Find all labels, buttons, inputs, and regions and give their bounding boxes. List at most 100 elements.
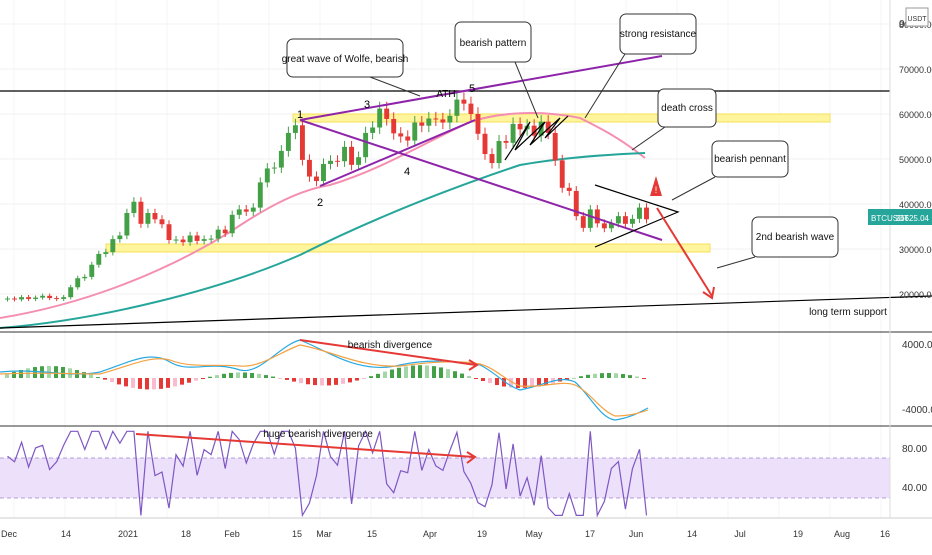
time-tick-label: 17 [585,529,595,539]
wolfe-line-2-4 [319,119,476,187]
macd-histogram-bar [264,375,268,378]
candle-body [335,160,340,162]
bearish-pattern-zigzag [504,115,569,161]
macd-histogram-bar [131,378,135,388]
rsi-tick-upper: 80.00 [902,444,927,455]
macd-histogram-bar [509,378,513,388]
ath-label: ATH [436,89,455,100]
macd-histogram-bar [446,369,450,378]
macd-tick-lower: -4000.00 [902,405,932,416]
candle-body [559,160,565,188]
macd-signal-line [0,344,649,417]
macd-histogram-bar [243,372,247,378]
candle-body [33,297,39,299]
macd-histogram-bar [138,378,142,389]
candle-body [454,99,460,116]
price-tick-label: 50000.00 [899,155,932,165]
macd-histogram-bar [348,378,352,383]
warning-icon [650,176,662,196]
candle-body [187,235,193,243]
time-tick-label: Jun [629,529,644,539]
macd-histogram-bar [523,378,527,388]
time-tick-label: Aug [834,529,850,539]
candle-body [103,252,109,254]
candle-body [426,118,432,126]
macd-histogram-bar [502,378,506,387]
candle-body [447,115,453,123]
macd-histogram-bar [362,378,366,379]
macd-histogram-bar [271,376,275,378]
macd-histogram-bar [432,366,436,378]
candle-body [503,141,509,143]
candle-body [468,103,474,114]
macd-histogram-bar [404,366,408,378]
candle-body [229,214,235,234]
macd-histogram-bar [355,378,359,381]
candle-body [215,229,221,239]
candle-body [517,123,523,130]
price-tick-label: 30000.00 [899,245,932,255]
bearish-pennant-label: bearish pennant [714,154,786,165]
second-wave-label: 2nd bearish wave [756,232,835,243]
candle-body [412,122,418,141]
macd-histogram-bar [481,378,485,381]
macd-histogram-bar [383,371,387,378]
time-tick-label: Apr [423,529,437,539]
macd-histogram-bar [173,378,177,387]
wave-point-5: 5 [469,83,475,95]
macd-histogram-bar [236,372,240,378]
macd-histogram-bar [194,378,198,381]
candle-body [637,207,642,219]
candle-body [117,235,123,240]
macd-histogram-bar [474,378,478,379]
candle-body [601,223,607,229]
macd-histogram-bar [222,373,226,378]
time-axis[interactable]: Dec 14 2021 18 Feb 15 Mar 15 Apr 19 May 17 Jun 14 Jul 1… [1,529,890,539]
rsi-divergence-label: huge bearish divergence [263,429,373,440]
macd-divergence-arrow [299,339,477,366]
candle-body [292,125,298,133]
wolfe-line-1-4 [299,119,663,241]
grid [0,0,890,518]
macd-histogram-bar [257,373,261,378]
macd-histogram-bar [12,371,16,378]
macd-histogram-bar [166,378,170,388]
candle-body [328,160,333,164]
candle-body [180,239,186,243]
warning-icon-glyph: ! [655,185,658,195]
macd-histogram-bar [488,378,492,384]
candle-body [173,239,179,241]
candle-body [440,119,446,123]
macd-histogram-bar [285,378,289,380]
macd-divergence-label: bearish divergence [348,340,433,351]
callout-second-wave: 2nd bearish wave [716,216,839,269]
candle-body [47,295,53,299]
candle-body [75,278,81,288]
candle-body [363,132,369,158]
macd-histogram-bar [572,377,576,379]
bearish-pattern-label: bearish pattern [460,38,527,49]
candle-body [306,159,312,177]
time-tick-label: Dec [1,529,18,539]
rsi-divergence-arrow [135,433,475,458]
macd-histogram-bar [313,378,317,386]
strong-resistance-label: strong resistance [620,29,697,40]
candle-body [152,213,158,220]
callout-wolfe: great wave of Wolfe, bearish [282,38,421,97]
macd-histogram-bar [544,378,548,386]
wave-point-4: 4 [404,166,410,178]
time-tick-label: 16 [880,529,890,539]
macd-histogram-bar [425,365,429,378]
long-term-support-label: long term support [809,307,887,318]
wolfe-label: great wave of Wolfe, bearish [282,54,409,65]
candle-body [552,132,558,161]
projection-arrow [656,207,713,297]
candle-body [264,168,270,183]
candle-body [587,209,593,228]
support-zone [105,243,711,253]
candle-body [377,108,383,128]
candle-body [531,125,537,136]
macd-histogram-bar [89,374,93,378]
currency-badge-label: USDT [907,16,927,23]
macd-histogram-bar [439,367,443,378]
